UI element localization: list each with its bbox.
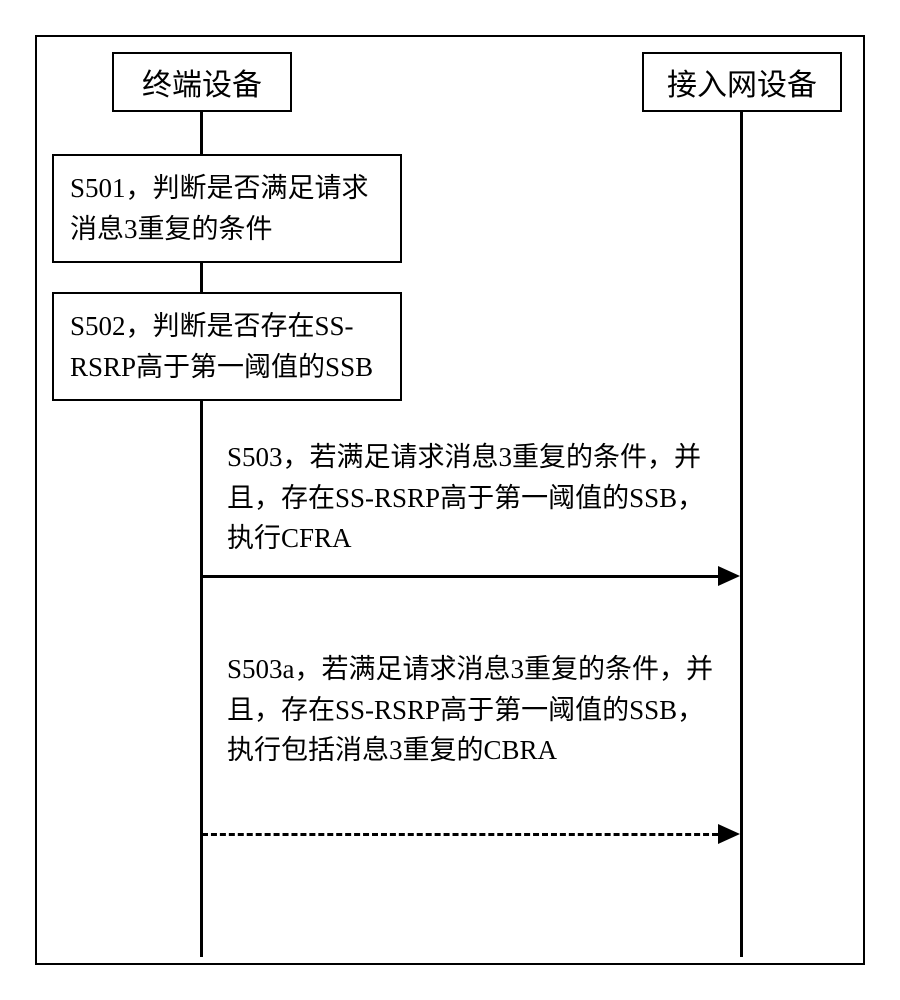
sequence-diagram: 终端设备 接入网设备 S501，判断是否满足请求消息3重复的条件 S502，判断…	[35, 35, 865, 965]
lifeline-access-network	[740, 112, 743, 957]
step-s502-text: S502，判断是否存在SS-RSRP高于第一阈值的SSB	[70, 311, 373, 382]
message-s503a-text: S503a，若满足请求消息3重复的条件，并且，存在SS-RSRP高于第一阈值的S…	[227, 654, 713, 765]
arrow-head-s503	[718, 566, 740, 586]
entity-access-network-label: 接入网设备	[667, 60, 817, 104]
entity-access-network: 接入网设备	[642, 52, 842, 112]
step-s501-text: S501，判断是否满足请求消息3重复的条件	[70, 173, 369, 244]
arrow-s503a	[202, 833, 718, 836]
arrow-s503	[202, 575, 718, 578]
message-s503a-label: S503a，若满足请求消息3重复的条件，并且，存在SS-RSRP高于第一阈值的S…	[227, 649, 715, 771]
step-s501: S501，判断是否满足请求消息3重复的条件	[52, 154, 402, 263]
message-s503-label: S503，若满足请求消息3重复的条件，并且，存在SS-RSRP高于第一阈值的SS…	[227, 437, 715, 559]
step-s502: S502，判断是否存在SS-RSRP高于第一阈值的SSB	[52, 292, 402, 401]
entity-terminal-label: 终端设备	[142, 60, 262, 104]
entity-terminal: 终端设备	[112, 52, 292, 112]
message-s503-text: S503，若满足请求消息3重复的条件，并且，存在SS-RSRP高于第一阈值的SS…	[227, 442, 704, 553]
arrow-head-s503a	[718, 824, 740, 844]
